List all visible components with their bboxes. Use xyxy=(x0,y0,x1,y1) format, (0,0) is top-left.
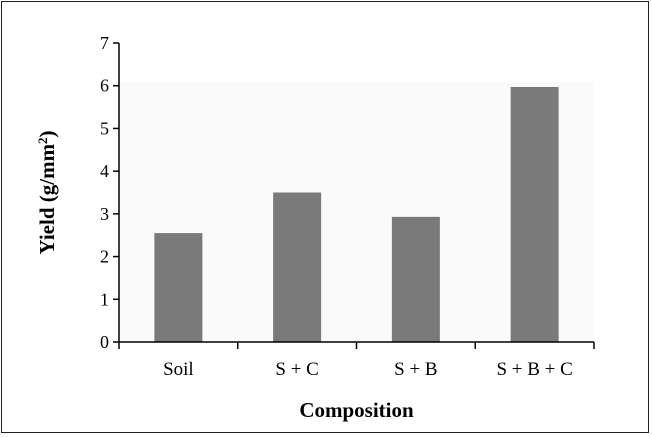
y-tick-label: 3 xyxy=(100,204,109,224)
y-tick-label: 5 xyxy=(100,118,109,138)
y-tick-label: 7 xyxy=(100,33,109,53)
x-tick-label: S + C xyxy=(275,359,318,380)
x-tick-label: S + B xyxy=(394,359,437,380)
bar-1 xyxy=(273,192,322,342)
y-axis-title-main: Yield (g/mm xyxy=(35,143,59,254)
y-tick-label: 1 xyxy=(100,289,109,309)
y-axis-title: Yield (g/mm2) xyxy=(35,130,60,254)
y-axis-title-superscript: 2 xyxy=(35,137,50,144)
x-tick-label: Soil xyxy=(163,359,194,380)
bar-3 xyxy=(510,86,559,342)
y-ticks-group: 0 1 2 3 4 5 6 7 xyxy=(100,33,119,352)
y-axis-title-close: ) xyxy=(35,130,59,137)
bar-0 xyxy=(154,233,203,342)
y-tick-label: 4 xyxy=(100,161,109,181)
x-tick-label: S + B + C xyxy=(496,359,572,380)
bar-2 xyxy=(391,216,440,342)
y-tick-label: 0 xyxy=(100,332,109,352)
bars-group xyxy=(154,86,559,342)
y-tick-label: 2 xyxy=(100,247,109,267)
y-tick-label: 6 xyxy=(100,76,109,96)
x-ticks-group: Soil S + C S + B S + B + C xyxy=(118,342,595,380)
x-axis-title: Composition xyxy=(299,398,414,422)
